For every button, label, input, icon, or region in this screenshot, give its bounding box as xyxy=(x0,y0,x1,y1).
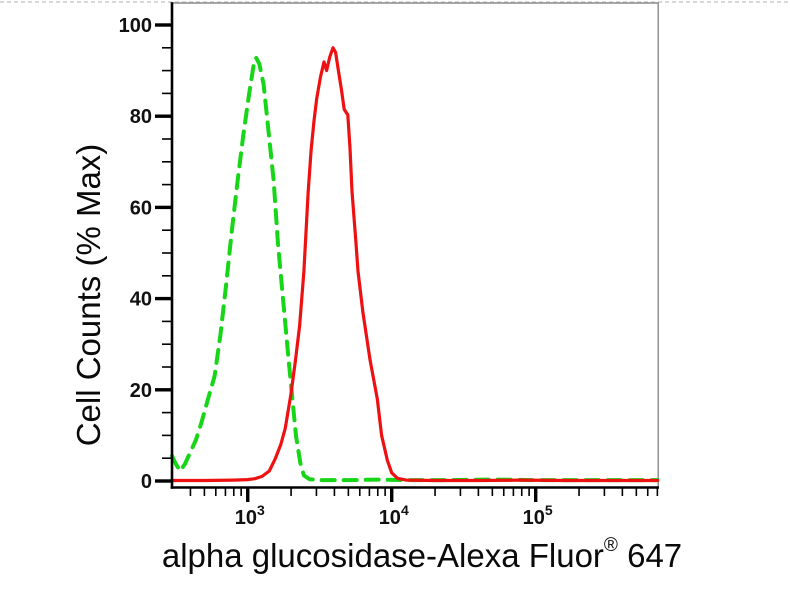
x-axis-title: alpha glucosidase-Alexa Fluor® 647 xyxy=(161,535,683,575)
y-tick-label: 100 xyxy=(119,15,152,37)
x-axis-title-suffix: 647 xyxy=(617,537,683,574)
x-tick-label: 104 xyxy=(379,502,409,529)
x-tick-label: 105 xyxy=(523,502,553,529)
y-axis-title: Cell Counts (% Max) xyxy=(70,143,107,447)
y-tick-label: 60 xyxy=(130,197,152,219)
x-axis-title-text: alpha glucosidase-Alexa Fluor xyxy=(161,537,604,574)
y-tick-label: 20 xyxy=(130,380,152,402)
registered-trademark-symbol: ® xyxy=(603,535,618,556)
control-histogram-curve xyxy=(170,55,660,483)
y-tick-label: 40 xyxy=(130,289,152,311)
y-tick-label: 80 xyxy=(130,106,152,128)
x-tick-label: 103 xyxy=(235,502,265,529)
y-tick-label: 0 xyxy=(141,471,152,493)
sample-histogram-curve xyxy=(170,46,660,483)
